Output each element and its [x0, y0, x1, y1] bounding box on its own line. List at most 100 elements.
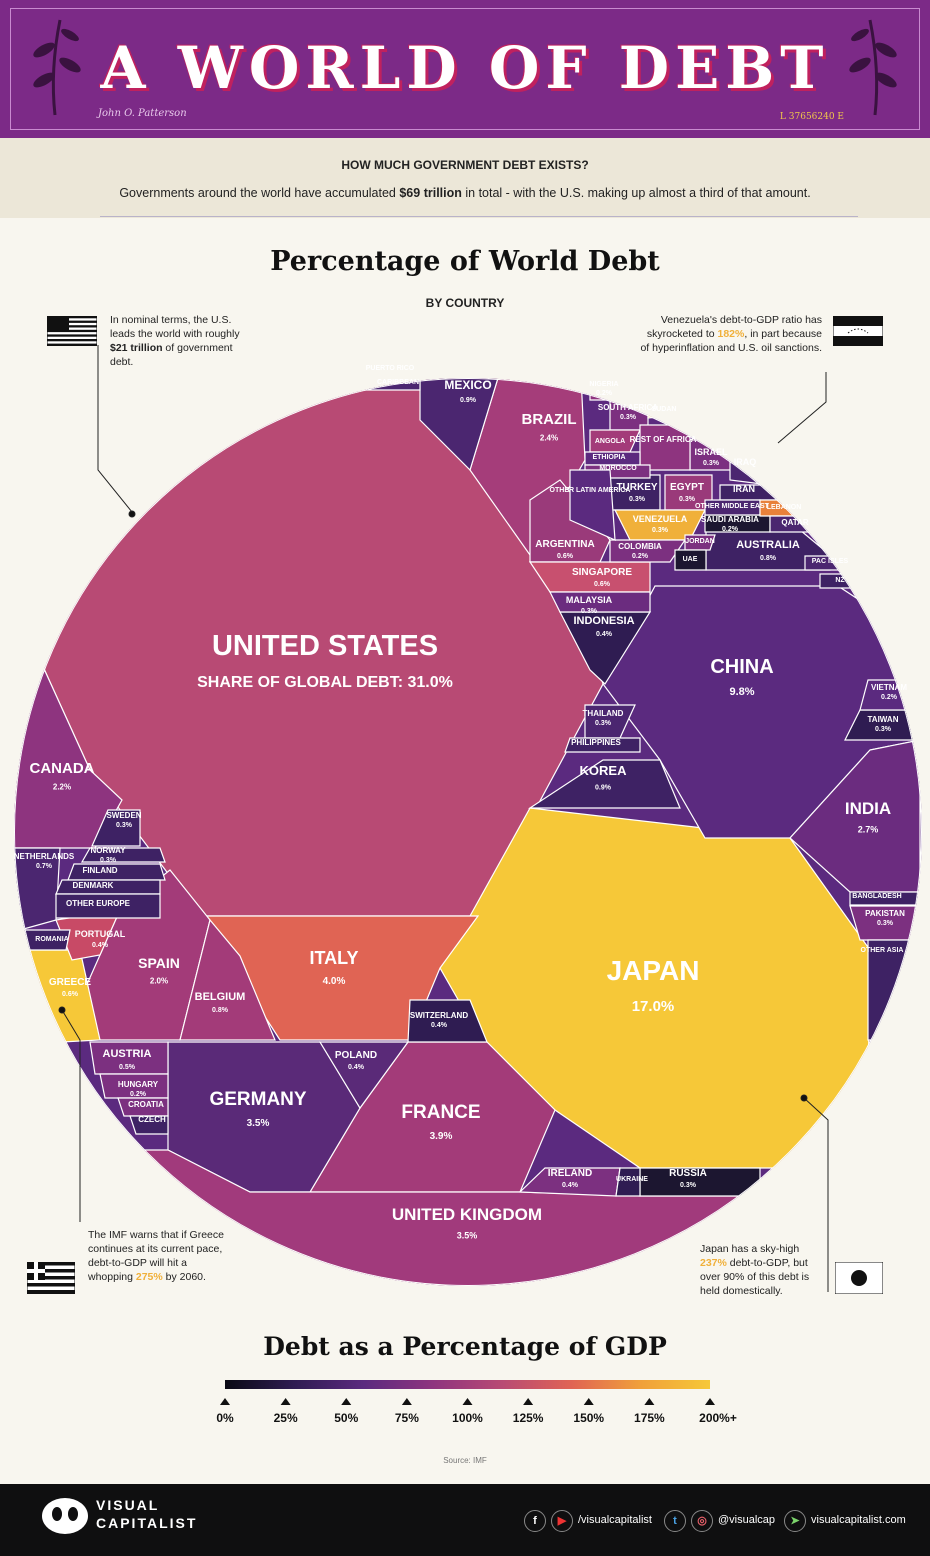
- label-ukraine: UKRAINE: [616, 1176, 648, 1183]
- laurel-left-icon: [33, 19, 81, 116]
- label-other-middle-east: OTHER MIDDLE EAST: [695, 503, 770, 510]
- intro-question: HOW MUCH GOVERNMENT DEBT EXISTS?: [341, 158, 589, 172]
- brand-name: VISUAL CAPITALIST: [96, 1496, 197, 1532]
- cell-belgium: [179, 918, 276, 1041]
- scale-tick-marker: [644, 1398, 655, 1405]
- serial-number: L 37656240 E: [779, 112, 844, 122]
- cell-finland: [67, 863, 166, 881]
- label-romania: ROMANIA: [35, 936, 68, 943]
- value-egypt: 0.3%: [679, 496, 696, 503]
- label-finland: FINLAND: [82, 866, 117, 875]
- label-taiwan: TAIWAN: [868, 715, 899, 724]
- intro-text: Governments around the world have accumu…: [119, 186, 400, 200]
- label-ethiopia: ETHIOPIA: [592, 454, 625, 461]
- label-lebanon: LEBANON: [767, 504, 802, 511]
- cell-czech: [129, 1115, 169, 1135]
- label-netherlands: NETHERLANDS: [14, 852, 75, 861]
- value-canada: 2.2%: [53, 783, 71, 792]
- cell-colombia: [609, 539, 687, 563]
- value-france: 3.9%: [430, 1131, 453, 1142]
- label-rest-of-africa: REST OF AFRICA: [630, 435, 697, 444]
- cell-malaysia: [549, 591, 651, 613]
- scale-tick-label: 25%: [274, 1411, 298, 1425]
- label-spain: SPAIN: [138, 955, 180, 971]
- label-morocco: MOROCCO: [599, 465, 637, 472]
- label-france: FRANCE: [401, 1102, 480, 1123]
- value-israel: 0.3%: [703, 460, 720, 467]
- scale-tick-label: 175%: [634, 1411, 665, 1425]
- venezuela-flag-icon: [833, 316, 883, 346]
- value-malaysia: 0.3%: [581, 608, 598, 615]
- banner-frame: [10, 8, 920, 130]
- scale-tick-label: 125%: [513, 1411, 544, 1425]
- value-norway: 0.3%: [100, 857, 117, 864]
- scale-tick-label: 100%: [452, 1411, 483, 1425]
- brand-line-1: VISUAL: [96, 1497, 160, 1513]
- label-belgium: BELGIUM: [195, 991, 246, 1003]
- chart-subtitle: BY COUNTRY: [425, 296, 505, 310]
- value-japan: 17.0%: [632, 998, 675, 1015]
- cell-ukraine: [615, 1167, 641, 1197]
- label-jordan: JORDAN: [685, 538, 715, 545]
- label-other-latin-america: OTHER LATIN AMERICA: [550, 487, 631, 494]
- label-poland: POLAND: [335, 1050, 377, 1061]
- value-thailand: 0.3%: [595, 720, 612, 727]
- label-vietnam: VIETNAM: [871, 683, 907, 692]
- scale-tick-marker: [462, 1398, 473, 1405]
- leader-dot-us: [128, 510, 136, 518]
- label-pac-isles: PAC ISLES: [812, 558, 849, 565]
- website-link[interactable]: visualcapitalist.com: [811, 1514, 906, 1526]
- label-brazil: BRAZIL: [522, 411, 577, 428]
- label-india: INDIA: [845, 799, 891, 818]
- value-sweden: 0.3%: [116, 822, 133, 829]
- note-greece-text-end: by 2060.: [162, 1271, 206, 1283]
- label-germany: GERMANY: [209, 1089, 306, 1110]
- label-hungary: HUNGARY: [118, 1080, 159, 1089]
- value-italy: 4.0%: [323, 976, 346, 987]
- page-title: A WORLD OF DEBT: [100, 34, 830, 102]
- cell-norway: [80, 847, 166, 863]
- value-netherlands: 0.7%: [36, 863, 53, 870]
- signature: John O. Patterson: [98, 108, 187, 119]
- youtube-icon[interactable]: ▶: [551, 1510, 573, 1532]
- value-venezuela: 0.3%: [652, 527, 669, 534]
- note-japan-text: Japan has a sky-high: [700, 1243, 800, 1255]
- value-australia: 0.8%: [760, 555, 777, 562]
- label-russia: RUSSIA: [669, 1168, 707, 1179]
- leader-dot-japan: [800, 1094, 808, 1102]
- label-qatar: QATAR: [781, 518, 808, 527]
- value-austria: 0.5%: [119, 1064, 136, 1071]
- facebook-icon[interactable]: f: [524, 1510, 546, 1532]
- value-poland: 0.4%: [348, 1064, 365, 1071]
- label-united-kingdom: UNITED KINGDOM: [392, 1205, 542, 1224]
- note-greece-value: 275%: [135, 1271, 163, 1283]
- social-handle-facebook[interactable]: /visualcapitalist: [578, 1514, 652, 1526]
- label-sudan: SUDAN: [652, 406, 677, 413]
- note-us: In nominal terms, the U.S. leads the wor…: [110, 313, 250, 369]
- divider: [100, 216, 858, 217]
- note-japan-text-end: debt-to-GDP, but over 90% of this debt i…: [700, 1257, 810, 1297]
- social-handle-twitter[interactable]: @visualcap: [718, 1514, 776, 1526]
- value-saudi-arabia: 0.2%: [722, 526, 739, 533]
- label-egypt: EGYPT: [670, 482, 704, 493]
- cell-sweden: [91, 809, 141, 847]
- label-iraq: IRAQ: [734, 457, 757, 467]
- note-venezuela-text-end: , in part because of hyperinflation and …: [640, 328, 822, 354]
- source-note: Source: IMF: [443, 1456, 487, 1465]
- us-flag-icon: [47, 316, 97, 346]
- value-hungary: 0.2%: [130, 1091, 147, 1098]
- note-japan-value: 237%: [700, 1257, 727, 1269]
- label-sweden: SWEDEN: [106, 811, 141, 820]
- cursor-icon[interactable]: ➤: [784, 1510, 806, 1532]
- instagram-icon[interactable]: ◎: [691, 1510, 713, 1532]
- value-china: 9.8%: [729, 686, 754, 698]
- twitter-icon[interactable]: t: [664, 1510, 686, 1532]
- label-puerto-rico: PUERTO RICO: [366, 365, 415, 372]
- label-malaysia: MALAYSIA: [566, 595, 613, 605]
- label-indonesia: INDONESIA: [573, 615, 634, 627]
- scale-tick-marker: [280, 1398, 291, 1405]
- scale-tick-label: 0%: [216, 1411, 234, 1425]
- scale-tick-marker: [705, 1398, 715, 1405]
- value-vietnam: 0.2%: [881, 694, 898, 701]
- value-nigeria: 0.2%: [596, 390, 613, 397]
